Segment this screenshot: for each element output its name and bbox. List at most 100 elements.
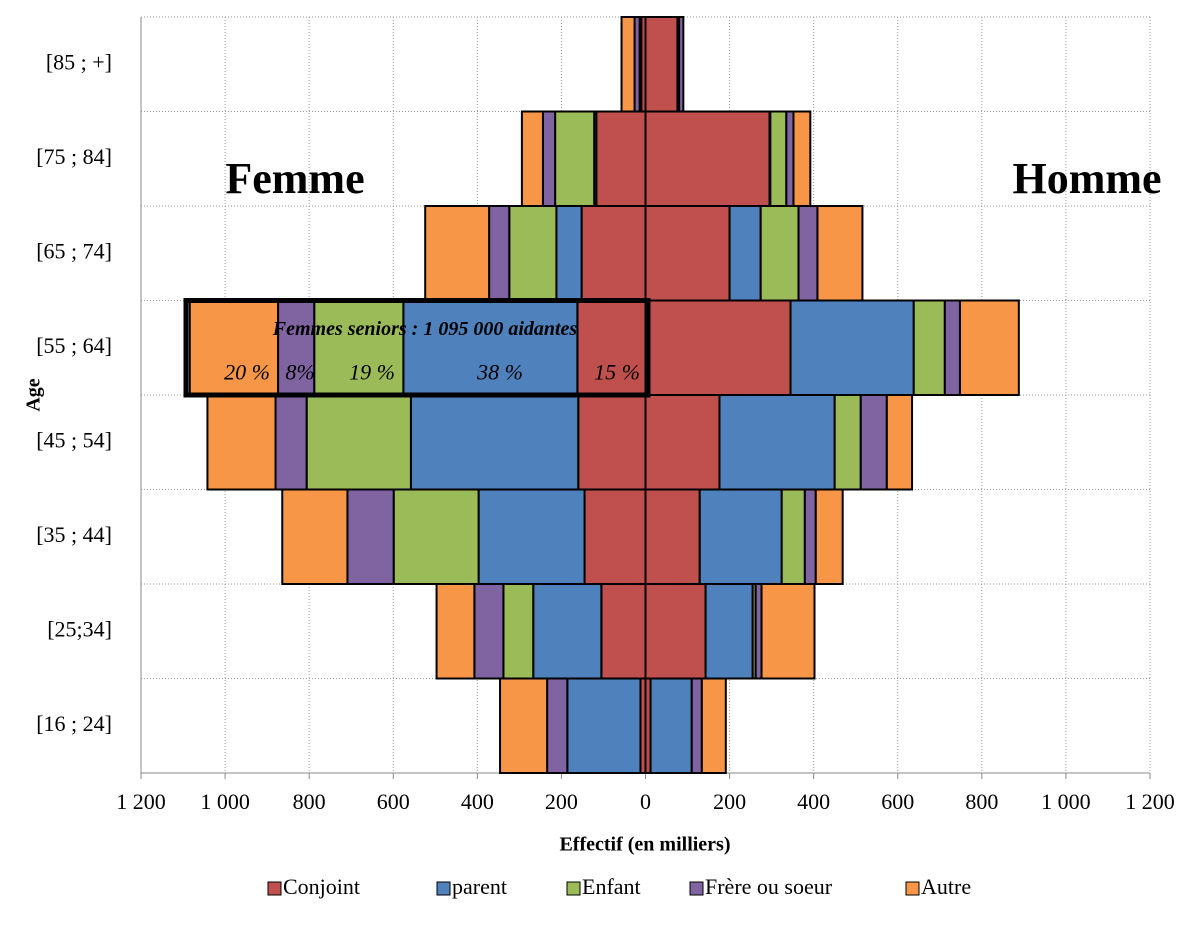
bar-segment [943,299,961,396]
bar-segment [649,677,693,774]
bar-segment [346,488,395,585]
y-tick-label: [85 ; +] [46,49,112,74]
legend-swatch [689,881,704,896]
x-tick-label: 1 000 [1041,789,1091,814]
bar-segment [760,583,816,680]
x-tick-label: 0 [640,789,651,814]
bar-segment [644,299,792,396]
y-axis-label: Age [23,378,45,411]
bar-segment [583,488,647,585]
highlight-box [183,298,651,398]
bar-segment [644,16,679,113]
bar-segment [313,299,405,396]
y-tick-label: [55 ; 64] [36,333,112,358]
bar-segment [477,488,586,585]
bar-segment [554,110,596,207]
box-share: 8% [285,360,314,385]
bar-segment [785,110,795,207]
legend-label: Autre [921,874,971,899]
x-tick-label: 1 000 [200,789,250,814]
bar-segment [814,488,844,585]
legend-label: parent [452,874,507,899]
bar-segment [305,394,412,491]
bar-segment [789,299,915,396]
x-tick-label: 600 [377,789,410,814]
bar-segment [541,110,557,207]
bar-segment [690,677,703,774]
bar-segment [912,299,946,396]
bar-segment [206,394,277,491]
bar-segment [644,110,771,207]
legend-swatch [267,881,282,896]
box-share: 38 % [476,360,523,385]
box-share: 19 % [349,360,395,385]
bar-segment [546,677,569,774]
x-tick-label: 600 [881,789,914,814]
bar-segment [644,488,701,585]
box-title: Femmes seniors : 1 095 000 aidantes [272,318,578,340]
x-tick-label: 800 [965,789,998,814]
y-tick-label: [16 ; 24] [36,711,112,736]
x-tick-label: 200 [545,789,578,814]
bar-segment [718,394,836,491]
legend-swatch [436,881,451,896]
y-tick-label: [75 ; 84] [36,144,112,169]
bar-segment [759,205,800,302]
bar-segment [792,110,812,207]
bar-segment [859,394,888,491]
bar-segment [704,583,754,680]
bar-segment [409,394,580,491]
y-tick-label: [45 ; 54] [36,427,112,452]
bar-segment [508,205,558,302]
bar-segment [803,488,817,585]
box-share: 20 % [224,360,270,385]
x-axis-label: Effectif (en milliers) [559,834,730,856]
bar-segment [678,16,685,113]
annotation-left: Femme [225,154,364,203]
bar-segment [600,583,647,680]
bar-segment [566,677,642,774]
bar-segment [885,394,914,491]
bar-segment [435,583,476,680]
y-tick-label: [25;34] [47,616,112,641]
annotation-right: Homme [1012,154,1161,203]
bar-segment [392,488,480,585]
bar-segment [644,394,721,491]
bar-segment [833,394,862,491]
x-tick-label: 400 [797,789,830,814]
bar-segment [816,205,864,302]
bar-segment [958,299,1020,396]
bar-segment [769,110,788,207]
bar-segment [274,394,308,491]
bar-segment [580,205,647,302]
bar-segment [577,394,647,491]
bar-segment [595,110,647,207]
x-tick-label: 1 200 [1125,789,1175,814]
box-share: 15 % [594,360,640,385]
bar-segment [488,205,511,302]
y-tick-label: [65 ; 74] [36,238,112,263]
x-tick-label: 800 [293,789,326,814]
bar-segment [644,205,731,302]
legend-label: Enfant [582,874,641,899]
legend-label: Conjoint [283,874,360,899]
x-tick-label: 400 [461,789,494,814]
bar-segment [698,488,783,585]
bar-segment [502,583,535,680]
bar-segment [402,299,579,396]
bar-segment [644,583,707,680]
bar-segment [620,16,636,113]
bar-segment [499,677,549,774]
x-tick-label: 200 [713,789,746,814]
bar-segment [700,677,727,774]
bar-segment [797,205,819,302]
bar-segment [424,205,491,302]
legend-swatch [566,881,581,896]
x-tick-label: 1 200 [116,789,166,814]
bar-segment [555,205,583,302]
legend-label: Frère ou soeur [705,874,833,899]
bar-segment [532,583,603,680]
bar-segment [281,488,349,585]
bar-segment [473,583,505,680]
